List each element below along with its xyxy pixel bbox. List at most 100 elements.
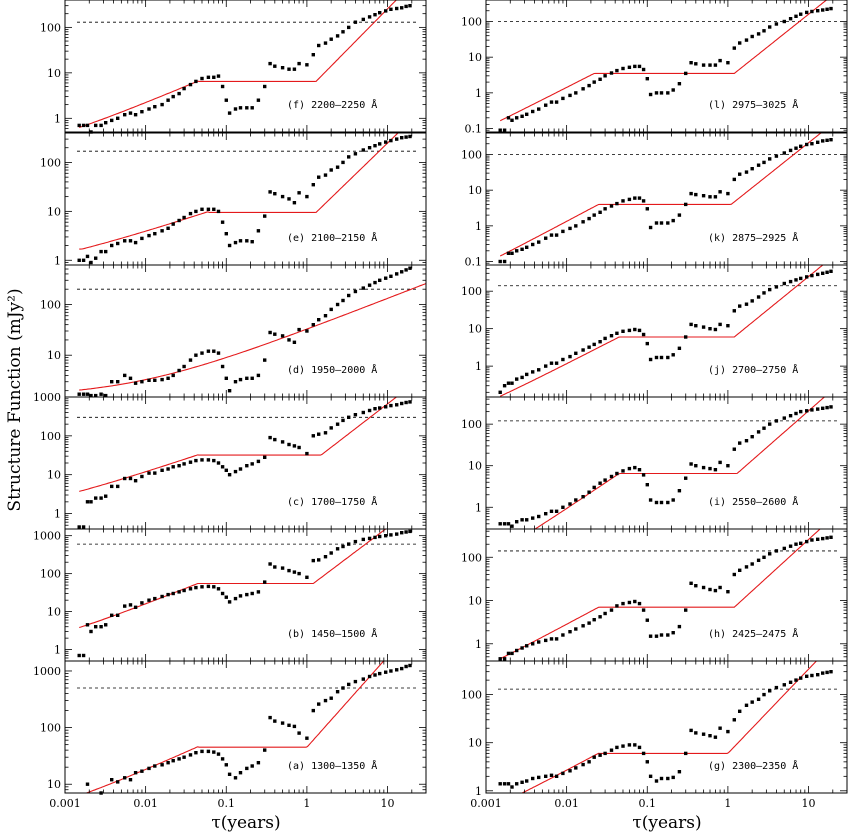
panel-i: 1 10 100 (i) 2550–2600 Å <box>461 396 848 530</box>
data-point-d-29 <box>233 380 238 384</box>
data-point-l-21 <box>615 68 619 73</box>
data-point-h-8 <box>537 640 541 644</box>
data-point-d-6 <box>104 393 108 398</box>
data-point-c-44 <box>323 431 328 435</box>
data-point-k-7 <box>531 242 535 247</box>
data-point-l-10 <box>549 100 554 104</box>
data-point-c-13 <box>147 471 151 475</box>
x-tick-label-g-4: 10 <box>802 797 816 810</box>
data-point-a-35 <box>268 715 272 720</box>
data-point-l-24 <box>633 64 637 69</box>
data-point-k-25 <box>637 196 642 200</box>
data-point-a-40 <box>297 731 301 735</box>
data-point-j-16 <box>587 345 591 349</box>
data-point-c-45 <box>329 426 333 430</box>
data-point-d-55 <box>389 274 393 278</box>
data-point-d-27 <box>224 376 228 380</box>
data-point-f-59 <box>408 4 412 8</box>
data-point-h-1 <box>502 657 507 661</box>
data-point-l-48 <box>768 25 772 29</box>
data-point-c-19 <box>182 462 186 466</box>
data-point-j-0 <box>498 390 502 394</box>
data-point-k-42 <box>732 177 736 182</box>
data-point-j-46 <box>756 295 761 299</box>
data-point-a-45 <box>329 696 333 700</box>
data-point-b-16 <box>166 592 170 597</box>
data-point-d-30 <box>238 377 243 382</box>
data-point-j-27 <box>645 341 649 346</box>
data-point-j-15 <box>581 348 585 352</box>
data-point-d-9 <box>123 373 127 378</box>
data-point-l-38 <box>708 63 712 67</box>
data-point-l-1 <box>502 128 507 132</box>
data-point-h-11 <box>554 637 559 641</box>
data-point-a-56 <box>395 668 399 672</box>
data-point-h-42 <box>732 572 736 577</box>
data-point-b-3 <box>89 629 93 634</box>
data-point-k-3 <box>510 251 514 255</box>
data-point-f-16 <box>166 98 170 102</box>
data-point-f-58 <box>404 4 408 9</box>
data-point-b-24 <box>212 585 216 589</box>
data-point-j-22 <box>621 329 625 333</box>
data-point-g-48 <box>768 689 772 693</box>
data-point-l-44 <box>744 38 749 42</box>
data-point-g-19 <box>603 751 607 756</box>
data-point-k-41 <box>726 191 730 196</box>
data-point-a-30 <box>238 771 243 775</box>
data-point-b-32 <box>250 591 254 596</box>
data-point-i-55 <box>810 408 814 412</box>
data-point-l-2 <box>506 116 511 120</box>
y-tick-label-j-2: 100 <box>461 285 482 298</box>
data-point-d-34 <box>263 358 267 362</box>
data-point-j-50 <box>782 281 786 286</box>
data-point-e-22 <box>200 207 204 211</box>
data-point-i-13 <box>568 502 572 506</box>
data-point-a-18 <box>177 757 181 761</box>
data-point-f-13 <box>147 107 151 111</box>
data-point-h-24 <box>633 599 637 604</box>
data-point-e-24 <box>212 207 216 211</box>
data-point-b-22 <box>200 585 204 589</box>
data-point-b-2 <box>85 623 90 627</box>
data-point-i-40 <box>718 460 722 465</box>
data-point-k-18 <box>598 210 602 214</box>
data-point-e-45 <box>329 168 333 172</box>
data-point-c-7 <box>110 484 114 489</box>
data-point-f-17 <box>171 94 175 99</box>
data-point-i-53 <box>799 409 803 414</box>
data-point-k-50 <box>782 151 786 155</box>
data-point-l-15 <box>581 87 585 91</box>
data-point-e-11 <box>133 240 138 245</box>
data-point-i-19 <box>603 478 607 482</box>
data-point-i-3 <box>510 524 514 528</box>
data-point-a-42 <box>311 708 315 713</box>
data-point-i-35 <box>689 462 693 466</box>
data-point-c-34 <box>263 455 267 459</box>
data-point-i-34 <box>684 476 688 480</box>
data-point-h-26 <box>641 608 646 612</box>
data-point-h-14 <box>574 627 578 631</box>
data-point-f-27 <box>224 98 228 102</box>
data-point-d-3 <box>89 393 93 398</box>
y-tick-label-g-1: 10 <box>468 737 482 750</box>
data-point-d-2 <box>85 392 90 396</box>
data-point-f-22 <box>200 76 204 81</box>
data-point-j-35 <box>689 322 693 327</box>
data-point-d-40 <box>297 327 301 332</box>
data-point-f-24 <box>212 75 216 79</box>
y-tick-label-k-0: 0.1 <box>465 256 483 269</box>
data-point-d-16 <box>166 376 170 380</box>
data-point-g-56 <box>816 673 820 677</box>
data-point-h-21 <box>615 604 619 608</box>
data-point-f-12 <box>140 110 144 114</box>
data-point-e-10 <box>128 239 133 243</box>
data-point-e-40 <box>297 191 301 195</box>
data-point-b-13 <box>147 598 151 602</box>
data-point-i-58 <box>825 405 829 410</box>
data-point-j-47 <box>762 291 766 295</box>
data-point-a-41 <box>305 736 309 740</box>
data-point-f-36 <box>273 64 277 68</box>
data-point-h-35 <box>689 581 693 585</box>
data-point-k-9 <box>544 236 548 240</box>
